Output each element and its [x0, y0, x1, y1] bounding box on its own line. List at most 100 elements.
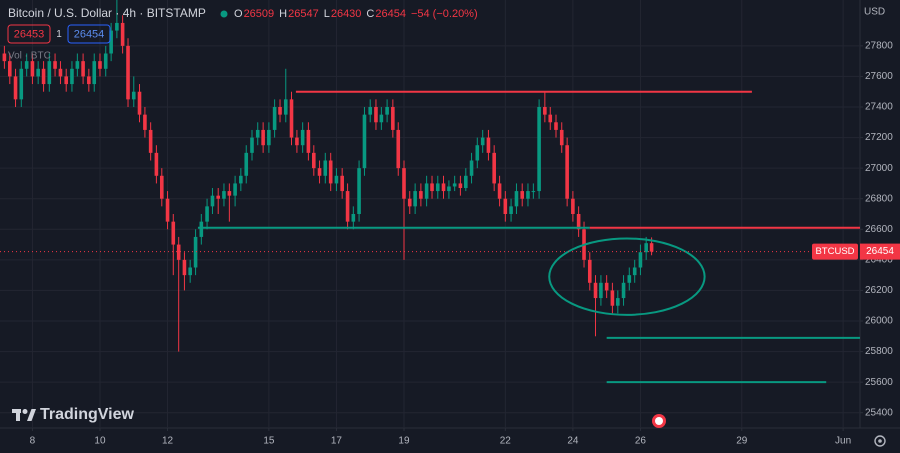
candle-body: [109, 30, 113, 54]
candle-body: [464, 175, 468, 189]
bid-price: 26453: [14, 28, 45, 40]
candle-body: [41, 68, 46, 85]
candle-body: [345, 191, 350, 222]
candle-body: [36, 68, 40, 77]
candle-body: [255, 129, 260, 138]
candle-body: [103, 53, 108, 69]
candle-body: [385, 107, 389, 115]
y-tick-label: 25600: [865, 377, 893, 388]
candle-body: [13, 76, 18, 100]
candle-body: [233, 183, 237, 196]
candle-body: [295, 137, 299, 146]
ask-box[interactable]: [67, 24, 111, 44]
candle-body: [571, 198, 575, 214]
y-tick-label: 27800: [865, 40, 893, 51]
y-tick-label: 27400: [865, 102, 893, 113]
candle-body: [621, 282, 626, 299]
candle-body: [419, 191, 423, 199]
candle-body: [644, 243, 648, 253]
ohlc-value: 26430: [331, 8, 362, 20]
candle-body: [272, 107, 277, 130]
candle-body: [475, 145, 480, 161]
candle-body: [441, 183, 446, 192]
overlay: TradingView Bitcoin / U.S. Dollar · 4h ·…: [7, 6, 886, 447]
candle-body: [559, 129, 564, 146]
candle-body: [531, 191, 536, 193]
candle-body: [374, 107, 378, 123]
candle-body: [92, 61, 97, 85]
candle-body: [543, 107, 547, 115]
axes: 25400 25600 25800 26000 26200 26400 26600 26800…: [30, 40, 900, 447]
candle-body: [323, 160, 328, 176]
candle-body: [509, 206, 513, 214]
candle-body: [188, 267, 192, 276]
candle-body: [565, 145, 569, 199]
candle-body: [75, 61, 80, 69]
chart-title: Bitcoin / U.S. Dollar · 4h · BITSTAMP: [8, 6, 206, 20]
x-tick-label: 24: [567, 436, 579, 447]
candle-body: [30, 61, 35, 77]
candle-body: [649, 243, 654, 252]
y-tick-label: 26600: [865, 224, 893, 235]
candle-body: [227, 191, 232, 196]
candle-body: [7, 61, 12, 77]
candle-body: [239, 175, 243, 184]
candle-body: [548, 114, 553, 123]
candle-body: [176, 244, 181, 260]
candle-body: [306, 129, 311, 153]
settings-dot: [878, 439, 882, 443]
ohlc-label: O: [234, 8, 243, 20]
currency-label[interactable]: USD: [864, 7, 885, 18]
candle-body: [638, 252, 643, 268]
candle-body: [402, 168, 406, 199]
x-tick-label: 10: [94, 436, 106, 447]
y-tick-label: 27600: [865, 71, 893, 82]
candle-body: [458, 183, 463, 189]
candle-body: [497, 183, 502, 199]
market-status: [220, 10, 228, 18]
candle-body: [554, 122, 558, 130]
candle-body: [283, 99, 288, 115]
candle-body: [47, 61, 52, 85]
candle-body: [278, 107, 282, 115]
candle-body: [627, 275, 632, 283]
x-tick-label: 29: [736, 436, 748, 447]
y-tick-label: 26200: [865, 285, 893, 296]
candle-body: [407, 198, 412, 207]
highlight-ellipse: [548, 237, 706, 316]
candle-body: [379, 114, 384, 123]
x-tick-label: Jun: [835, 436, 851, 447]
candle-body: [300, 129, 305, 146]
candle-body: [351, 214, 356, 222]
candle-body: [126, 45, 130, 100]
brand-logo: [12, 409, 36, 421]
ohlc-label: L: [324, 8, 330, 20]
price-change: −54 (−0.20%): [411, 8, 478, 20]
x-tick-label: 26: [635, 436, 647, 447]
candle-body: [70, 68, 74, 85]
candle-body: [81, 61, 85, 77]
candle-body: [154, 152, 159, 176]
price-tag: [860, 243, 900, 260]
candle-body: [469, 160, 474, 176]
candle-body: [171, 221, 176, 245]
ohlc-value: 26454: [375, 8, 406, 20]
candle-body: [24, 61, 29, 69]
symbol-label: BTCUSD: [815, 246, 854, 257]
candle-body: [357, 168, 361, 214]
settings-icon[interactable]: [874, 435, 886, 447]
ohlc-legend: O 26509 H 26547 L 26430 C 26454 −54 (−0.20%): [234, 8, 478, 20]
x-tick-label: 19: [398, 436, 410, 447]
candle-body: [435, 183, 440, 192]
candle-body: [19, 68, 24, 100]
bid-box[interactable]: [7, 24, 51, 44]
logo-part: [22, 409, 28, 414]
spread: 1: [56, 29, 62, 40]
candle-body: [199, 221, 204, 237]
candle-body: [131, 91, 136, 100]
candle-body: [610, 290, 615, 306]
candle-body: [210, 195, 215, 207]
candle-body: [593, 282, 598, 299]
candle-body: [312, 152, 316, 169]
candle-body: [205, 206, 209, 222]
